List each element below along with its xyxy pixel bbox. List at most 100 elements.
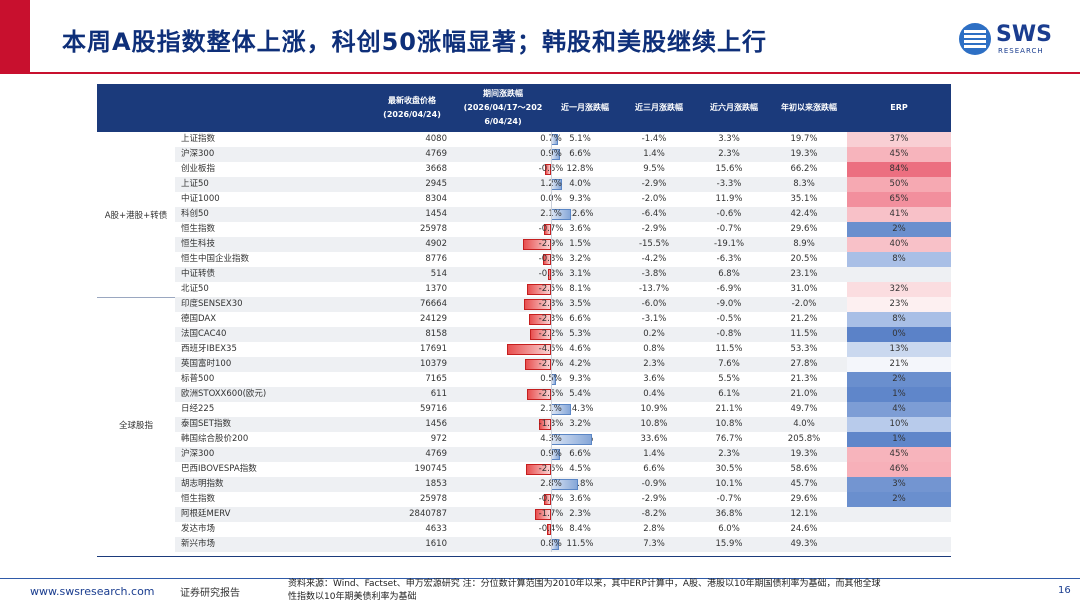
title-underline (28, 72, 1080, 74)
table-row: 上证指数 4080 5.1% -1.4% 3.3% 19.7% 0.7% 37% (175, 132, 951, 147)
cell-3m-change: -13.7% (638, 284, 670, 294)
table-row: 恒生科技 4902 1.5% -15.5% -19.1% 8.9% -2.9% 40% (175, 237, 951, 252)
cell-erp: 45% (847, 147, 951, 162)
table-row: 中证1000 8304 9.3% -2.0% 11.9% 35.1% 0.0% 65% (175, 192, 951, 207)
cell-ytd-change: 45.7% (790, 479, 818, 489)
cell-index-name: 上证指数 (181, 134, 216, 144)
cell-3m-change: 0.2% (643, 329, 665, 339)
cell-3m-change: -2.9% (641, 224, 667, 234)
cell-index-name: 中证转债 (181, 269, 216, 279)
cell-close: 4902 (425, 239, 447, 249)
cell-6m-change: 7.6% (718, 359, 740, 369)
cell-ytd-change: 19.3% (790, 449, 818, 459)
cell-ytd-change: 27.8% (790, 359, 818, 369)
cell-index-name: 标普500 (181, 374, 215, 384)
cell-6m-change: 6.1% (718, 389, 740, 399)
cell-6m-change: -0.7% (716, 494, 742, 504)
cell-ytd-change: 31.0% (790, 284, 818, 294)
cell-ytd-change: 58.6% (790, 464, 818, 474)
period-change-bar (507, 344, 551, 355)
cell-erp: 2% (847, 372, 951, 387)
cell-erp: 2% (847, 492, 951, 507)
cell-1m-change: 6.6% (569, 449, 591, 459)
cell-3m-change: -2.9% (641, 494, 667, 504)
table-row: 英国富时100 10379 4.2% 2.3% 7.6% 27.8% -2.7% 21% (175, 357, 951, 372)
cell-1m-change: 8.1% (569, 284, 591, 294)
cell-erp (847, 507, 951, 522)
logo-text: SWS (996, 22, 1052, 47)
cell-3m-change: -2.9% (641, 179, 667, 189)
cell-ytd-change: 42.4% (790, 209, 818, 219)
table-row: 科创50 1454 12.6% -6.4% -0.6% 42.4% 2.1% 41% (175, 207, 951, 222)
cell-6m-change: -6.9% (716, 284, 742, 294)
cell-ytd-change: 21.3% (790, 374, 818, 384)
cell-close: 611 (430, 389, 447, 399)
cell-erp: 46% (847, 462, 951, 477)
slide-title: 本周A股指数整体上涨，科创50涨幅显著；韩股和美股继续上行 (62, 28, 767, 56)
cell-erp (847, 267, 951, 282)
cell-erp: 65% (847, 192, 951, 207)
cell-erp: 4% (847, 402, 951, 417)
cell-close: 2840787 (409, 509, 447, 519)
header-3m-change: 近三月涨跌幅 (635, 103, 683, 112)
cell-ytd-change: 49.3% (790, 539, 818, 549)
cell-3m-change: -8.2% (641, 509, 667, 519)
period-change-bar (525, 359, 551, 370)
cell-period-change: 4.3% (521, 432, 581, 447)
cell-period-change: -0.4% (521, 522, 581, 537)
cell-index-name: 沪深300 (181, 449, 215, 459)
cell-period-change: -2.8% (521, 297, 581, 312)
cell-3m-change: -0.9% (641, 479, 667, 489)
cell-erp: 23% (847, 297, 951, 312)
period-change-bar (527, 389, 551, 400)
cell-close: 25978 (419, 224, 447, 234)
table-row: 泰国SET指数 1456 3.2% 10.8% 10.8% 4.0% -1.3% 10% (175, 417, 951, 432)
cell-ytd-change: 53.3% (790, 344, 818, 354)
period-change-bar (544, 494, 551, 505)
cell-1m-change: 2.3% (569, 509, 591, 519)
cell-erp: 10% (847, 417, 951, 432)
cell-index-name: 恒生科技 (181, 239, 216, 249)
cell-3m-change: 10.8% (640, 419, 668, 429)
cell-erp: 32% (847, 282, 951, 297)
cell-1m-change: 14.8% (566, 479, 594, 489)
cell-1m-change: 6.6% (569, 314, 591, 324)
footer-website-link[interactable]: www.swsresearch.com (30, 585, 155, 598)
cell-6m-change: -19.1% (713, 239, 745, 249)
cell-period-change: -0.3% (521, 267, 581, 282)
cell-index-name: 恒生中国企业指数 (181, 254, 250, 264)
cell-6m-change: -0.8% (716, 329, 742, 339)
cell-erp: 1% (847, 432, 951, 447)
cell-3m-change: -6.4% (641, 209, 667, 219)
table-row: 日经225 59716 14.3% 10.9% 21.1% 49.7% 2.1% 4% (175, 402, 951, 417)
cell-close: 3668 (425, 164, 447, 174)
cell-period-change: 2.1% (521, 207, 581, 222)
cell-close: 25978 (419, 494, 447, 504)
cell-erp: 41% (847, 207, 951, 222)
period-change-bar (545, 164, 551, 175)
cell-3m-change: 7.3% (643, 539, 665, 549)
cell-index-name: 法国CAC40 (181, 329, 227, 339)
cell-period-change: 0.9% (521, 147, 581, 162)
cell-6m-change: 10.1% (715, 479, 743, 489)
cell-ytd-change: 8.3% (793, 179, 815, 189)
cell-index-name: 北证50 (181, 284, 209, 294)
cell-1m-change: 12.8% (566, 164, 594, 174)
cell-index-name: 恒生指数 (181, 494, 216, 504)
cell-index-name: 英国富时100 (181, 359, 232, 369)
table-row: 阿根廷MERV 2840787 2.3% -8.2% 36.8% 12.1% -1.7% (175, 507, 951, 522)
cell-erp (847, 522, 951, 537)
cell-1m-change: 4.5% (569, 464, 591, 474)
table-row: 德国DAX 24129 6.6% -3.1% -0.5% 21.2% -2.3% 8% (175, 312, 951, 327)
cell-ytd-change: -2.0% (791, 299, 817, 309)
cell-period-change: 1.2% (521, 177, 581, 192)
cell-1m-change: 4.0% (569, 179, 591, 189)
header-ytd-change: 年初以来涨跌幅 (781, 103, 837, 112)
header-period-change: 期间涨跌幅 (2026/04/17～202 6/04/24) (463, 89, 543, 126)
period-change-bar (548, 269, 551, 280)
header-close: 最新收盘价格 (2026/04/24) (383, 96, 441, 119)
cell-close: 1370 (425, 284, 447, 294)
cell-erp: 21% (847, 357, 951, 372)
cell-period-change: -2.5% (521, 282, 581, 297)
cell-period-change: -0.8% (521, 252, 581, 267)
